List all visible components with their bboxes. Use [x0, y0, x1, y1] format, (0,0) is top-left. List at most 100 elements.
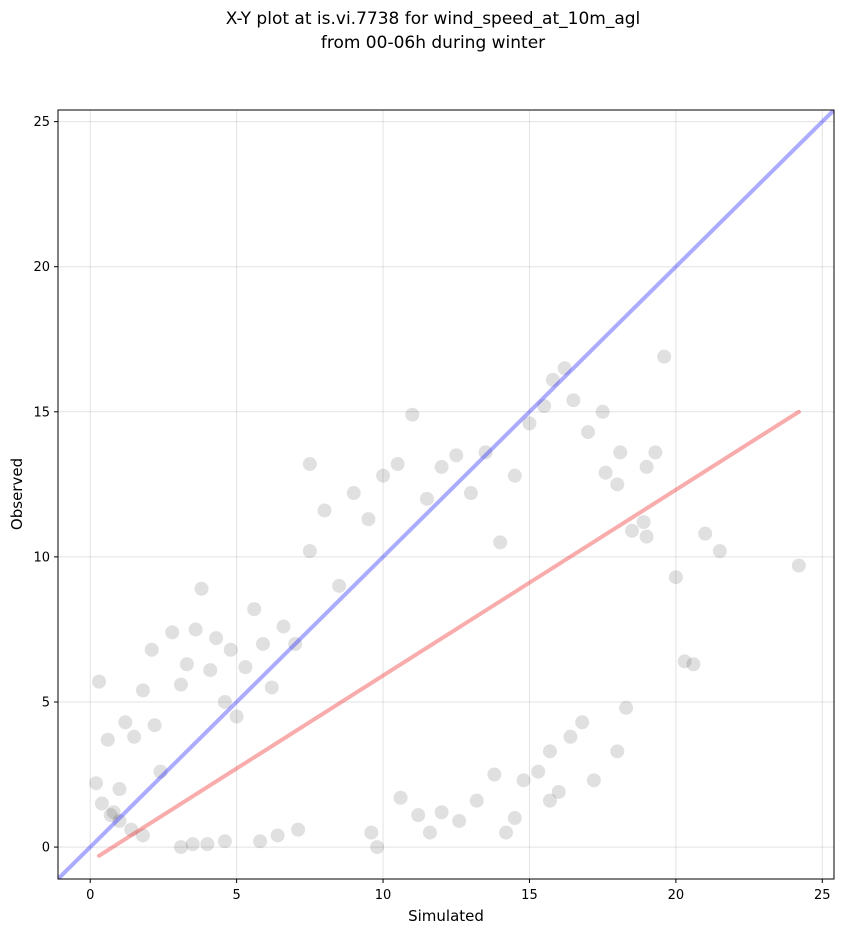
scatter-point — [566, 393, 581, 408]
scatter-point — [302, 544, 317, 559]
scatter-point — [135, 828, 150, 843]
scatter-point — [185, 837, 200, 852]
scatter-point — [507, 468, 522, 483]
scatter-point — [411, 808, 426, 823]
scatter-point — [255, 636, 270, 651]
scatter-point — [668, 570, 683, 585]
scatter-point — [522, 416, 537, 431]
scatter-point — [124, 822, 139, 837]
scatter-point — [194, 581, 209, 596]
scatter-point — [112, 782, 127, 797]
scatter-point — [238, 660, 253, 675]
y-axis-label: Observed — [8, 458, 26, 530]
scatter-point — [179, 657, 194, 672]
scatter-point — [712, 544, 727, 559]
scatter-point — [469, 793, 484, 808]
x-tick-label: 10 — [375, 888, 392, 903]
scatter-point — [595, 404, 610, 419]
scatter-point — [103, 808, 118, 823]
scatter-point — [557, 361, 572, 376]
scatter-point — [118, 715, 133, 730]
scatter-point — [89, 776, 104, 791]
scatter-point — [393, 790, 408, 805]
scatter-point — [217, 834, 232, 849]
scatter-point — [135, 683, 150, 698]
scatter-point — [648, 445, 663, 460]
scatter-point — [209, 631, 224, 646]
scatter-point — [639, 529, 654, 544]
scatter-point — [624, 523, 639, 538]
scatter-point — [516, 773, 531, 788]
grid-lines — [58, 110, 834, 879]
scatter-point — [332, 578, 347, 593]
scatter-point — [507, 811, 522, 826]
scatter-point — [165, 625, 180, 640]
x-tick-label: 15 — [521, 888, 538, 903]
y-tick-label: 15 — [33, 405, 50, 420]
scatter-point — [598, 465, 613, 480]
scatter-point — [545, 372, 560, 387]
scatter-point — [100, 732, 115, 747]
scatter-point — [551, 784, 566, 799]
scatter-point — [586, 773, 601, 788]
scatter-point — [434, 459, 449, 474]
y-tick-label: 5 — [42, 695, 50, 710]
scatter-point — [91, 674, 106, 689]
scatter-point — [127, 729, 142, 744]
scatter-point — [203, 663, 218, 678]
x-tick-label: 20 — [668, 888, 685, 903]
scatter-point — [223, 642, 238, 657]
scatter-point — [288, 636, 303, 651]
scatter-point — [452, 813, 467, 828]
scatter-point — [153, 764, 168, 779]
scatter-point — [478, 445, 493, 460]
scatter-point — [493, 535, 508, 550]
scatter-point — [264, 680, 279, 695]
scatter-point — [200, 837, 215, 852]
scatter-point — [217, 694, 232, 709]
x-axis-ticks: 0 5 10 15 20 25 — [86, 879, 831, 903]
scatter-point — [144, 642, 159, 657]
scatter-point — [405, 407, 420, 422]
x-tick-label: 25 — [814, 888, 831, 903]
scatter-point — [487, 767, 502, 782]
scatter-point — [253, 834, 268, 849]
scatter-point — [619, 700, 634, 715]
scatter-point — [229, 709, 244, 724]
one-to-one-line — [58, 110, 834, 879]
plot-frame — [57, 109, 835, 880]
scatter-point — [542, 744, 557, 759]
scatter-point — [276, 619, 291, 634]
scatter-point — [542, 793, 557, 808]
x-tick-label: 5 — [232, 888, 240, 903]
scatter-point — [686, 657, 701, 672]
scatter-point — [302, 457, 317, 472]
scatter-point — [247, 602, 262, 617]
scatter-point — [422, 825, 437, 840]
scatter-point — [791, 558, 806, 573]
scatter-point — [449, 448, 464, 463]
scatter-point — [499, 825, 514, 840]
scatter-point — [657, 349, 672, 364]
x-tick-label: 0 — [86, 888, 94, 903]
scatter-point — [613, 445, 628, 460]
scatter-point — [636, 515, 651, 530]
scatter-point — [376, 468, 391, 483]
scatter-point — [112, 813, 127, 828]
chart-title-line-2: from 00-06h during winter — [321, 33, 545, 53]
scatter-point — [106, 805, 121, 820]
scatter-point — [677, 654, 692, 669]
scatter-point — [147, 718, 162, 733]
scatter-point — [563, 729, 578, 744]
scatter-point — [346, 486, 361, 501]
scatter-points — [89, 349, 806, 855]
x-axis-label: Simulated — [408, 907, 484, 925]
scatter-point — [537, 398, 552, 413]
y-tick-label: 10 — [33, 550, 50, 565]
scatter-point — [173, 840, 188, 855]
plot-area — [58, 110, 834, 879]
y-tick-label: 25 — [33, 115, 50, 130]
scatter-point — [610, 477, 625, 492]
scatter-point — [698, 526, 713, 541]
